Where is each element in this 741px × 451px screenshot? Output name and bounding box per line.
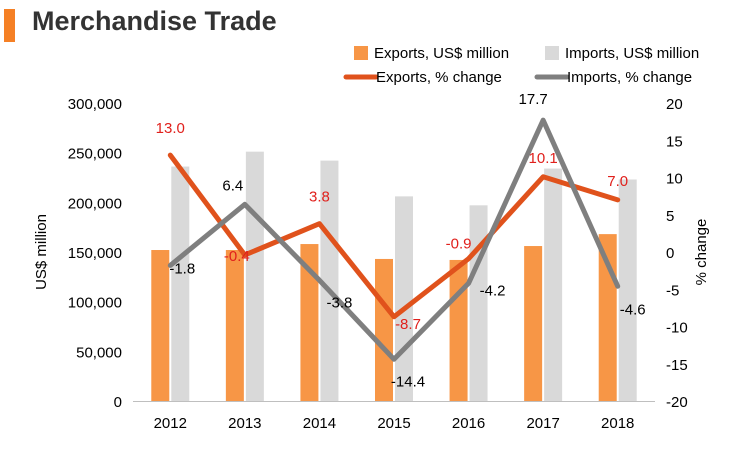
data-label-imports-change: 17.7 — [519, 91, 548, 108]
y-left-axis: 0 50,000 100,000 150,000 200,000 250,000 300,0… — [33, 96, 122, 411]
data-label-imports-change: -1.8 — [169, 260, 195, 277]
y-right-tick-label: -15 — [666, 357, 688, 374]
page-title: Merchandise Trade — [32, 6, 277, 36]
title-bar: Merchandise Trade — [0, 0, 741, 52]
bar-exports-us-million — [225, 250, 244, 401]
y-right-tick-label: -5 — [666, 282, 679, 299]
y-right-tick-label: 15 — [666, 133, 683, 150]
data-label-exports-change: -0.4 — [224, 248, 250, 265]
y-left-tick-label: 0 — [114, 394, 122, 411]
legend-label-imports-change: Imports, % change — [567, 69, 692, 86]
legend: Exports, US$ million Imports, US$ million… — [343, 45, 699, 86]
data-label-exports-change: -8.7 — [395, 316, 421, 333]
y-left-tick-label: 200,000 — [68, 195, 122, 212]
bar-imports-us-million — [395, 196, 413, 401]
y-right-axis-label: % change — [693, 219, 710, 286]
legend-swatch-exports-us-million — [354, 46, 368, 60]
bar-exports-us-million — [151, 250, 170, 401]
data-label-exports-change: 7.0 — [607, 173, 628, 190]
data-label-exports-change: 13.0 — [156, 120, 185, 137]
x-tick-label: 2017 — [526, 415, 559, 432]
y-right-tick-label: -10 — [666, 320, 688, 337]
y-left-tick-label: 50,000 — [76, 344, 122, 361]
x-tick-label: 2012 — [154, 415, 187, 432]
y-left-tick-label: 150,000 — [68, 245, 122, 262]
lines: 13.0 -0.4 3.8 -8.7 -0.9 10.1 7.0 -1.8 6.4 -3.8 -14… — [156, 91, 646, 390]
bar-exports-us-million — [300, 244, 319, 401]
bar-imports-us-million — [320, 160, 339, 401]
data-label-imports-change: -4.6 — [620, 301, 646, 318]
x-tick-label: 2018 — [601, 415, 634, 432]
x-tick-label: 2014 — [303, 415, 336, 432]
data-label-imports-change: -4.2 — [480, 282, 506, 299]
y-left-tick-label: 300,000 — [68, 96, 122, 113]
line-imports-change — [167, 117, 621, 362]
y-left-axis-label: US$ million — [33, 214, 50, 290]
x-axis: 2012 2013 2014 2015 2016 2017 2018 — [154, 415, 635, 432]
y-left-tick-label: 100,000 — [68, 295, 122, 312]
line-exports-change — [167, 152, 621, 320]
data-label-imports-change: -3.8 — [326, 294, 352, 311]
legend-swatch-imports-us-million — [545, 46, 559, 60]
bar-imports-us-million — [618, 179, 637, 401]
bar-imports-us-million — [469, 205, 488, 401]
x-tick-label: 2016 — [452, 415, 485, 432]
bar-imports-us-million — [245, 151, 264, 401]
data-label-exports-change: 10.1 — [529, 150, 558, 167]
bar-exports-us-million — [524, 246, 543, 401]
bar-imports-us-million — [171, 166, 190, 401]
y-left-tick-label: 250,000 — [68, 146, 122, 163]
data-label-exports-change: -0.9 — [446, 236, 472, 253]
data-label-exports-change: 3.8 — [309, 189, 330, 206]
bar-imports-us-million — [544, 168, 563, 401]
bar-exports-us-million — [375, 258, 393, 401]
data-label-imports-change: -14.4 — [391, 373, 425, 390]
y-right-tick-label: 20 — [666, 96, 683, 113]
data-label-imports-change: 6.4 — [222, 177, 243, 194]
bar-exports-us-million — [449, 259, 468, 401]
y-right-tick-label: 10 — [666, 171, 683, 188]
y-right-tick-label: 0 — [666, 245, 674, 262]
legend-label-exports-change: Exports, % change — [376, 69, 502, 86]
title-accent-bar — [4, 9, 15, 42]
y-right-tick-label: 5 — [666, 208, 674, 225]
y-right-axis: -20 -15 -10 -5 0 5 10 15 20 % change — [666, 96, 710, 411]
x-tick-label: 2013 — [228, 415, 261, 432]
legend-label-exports-us-million: Exports, US$ million — [374, 45, 509, 62]
y-right-tick-label: -20 — [666, 394, 688, 411]
x-tick-label: 2015 — [377, 415, 410, 432]
legend-label-imports-us-million: Imports, US$ million — [565, 45, 699, 62]
